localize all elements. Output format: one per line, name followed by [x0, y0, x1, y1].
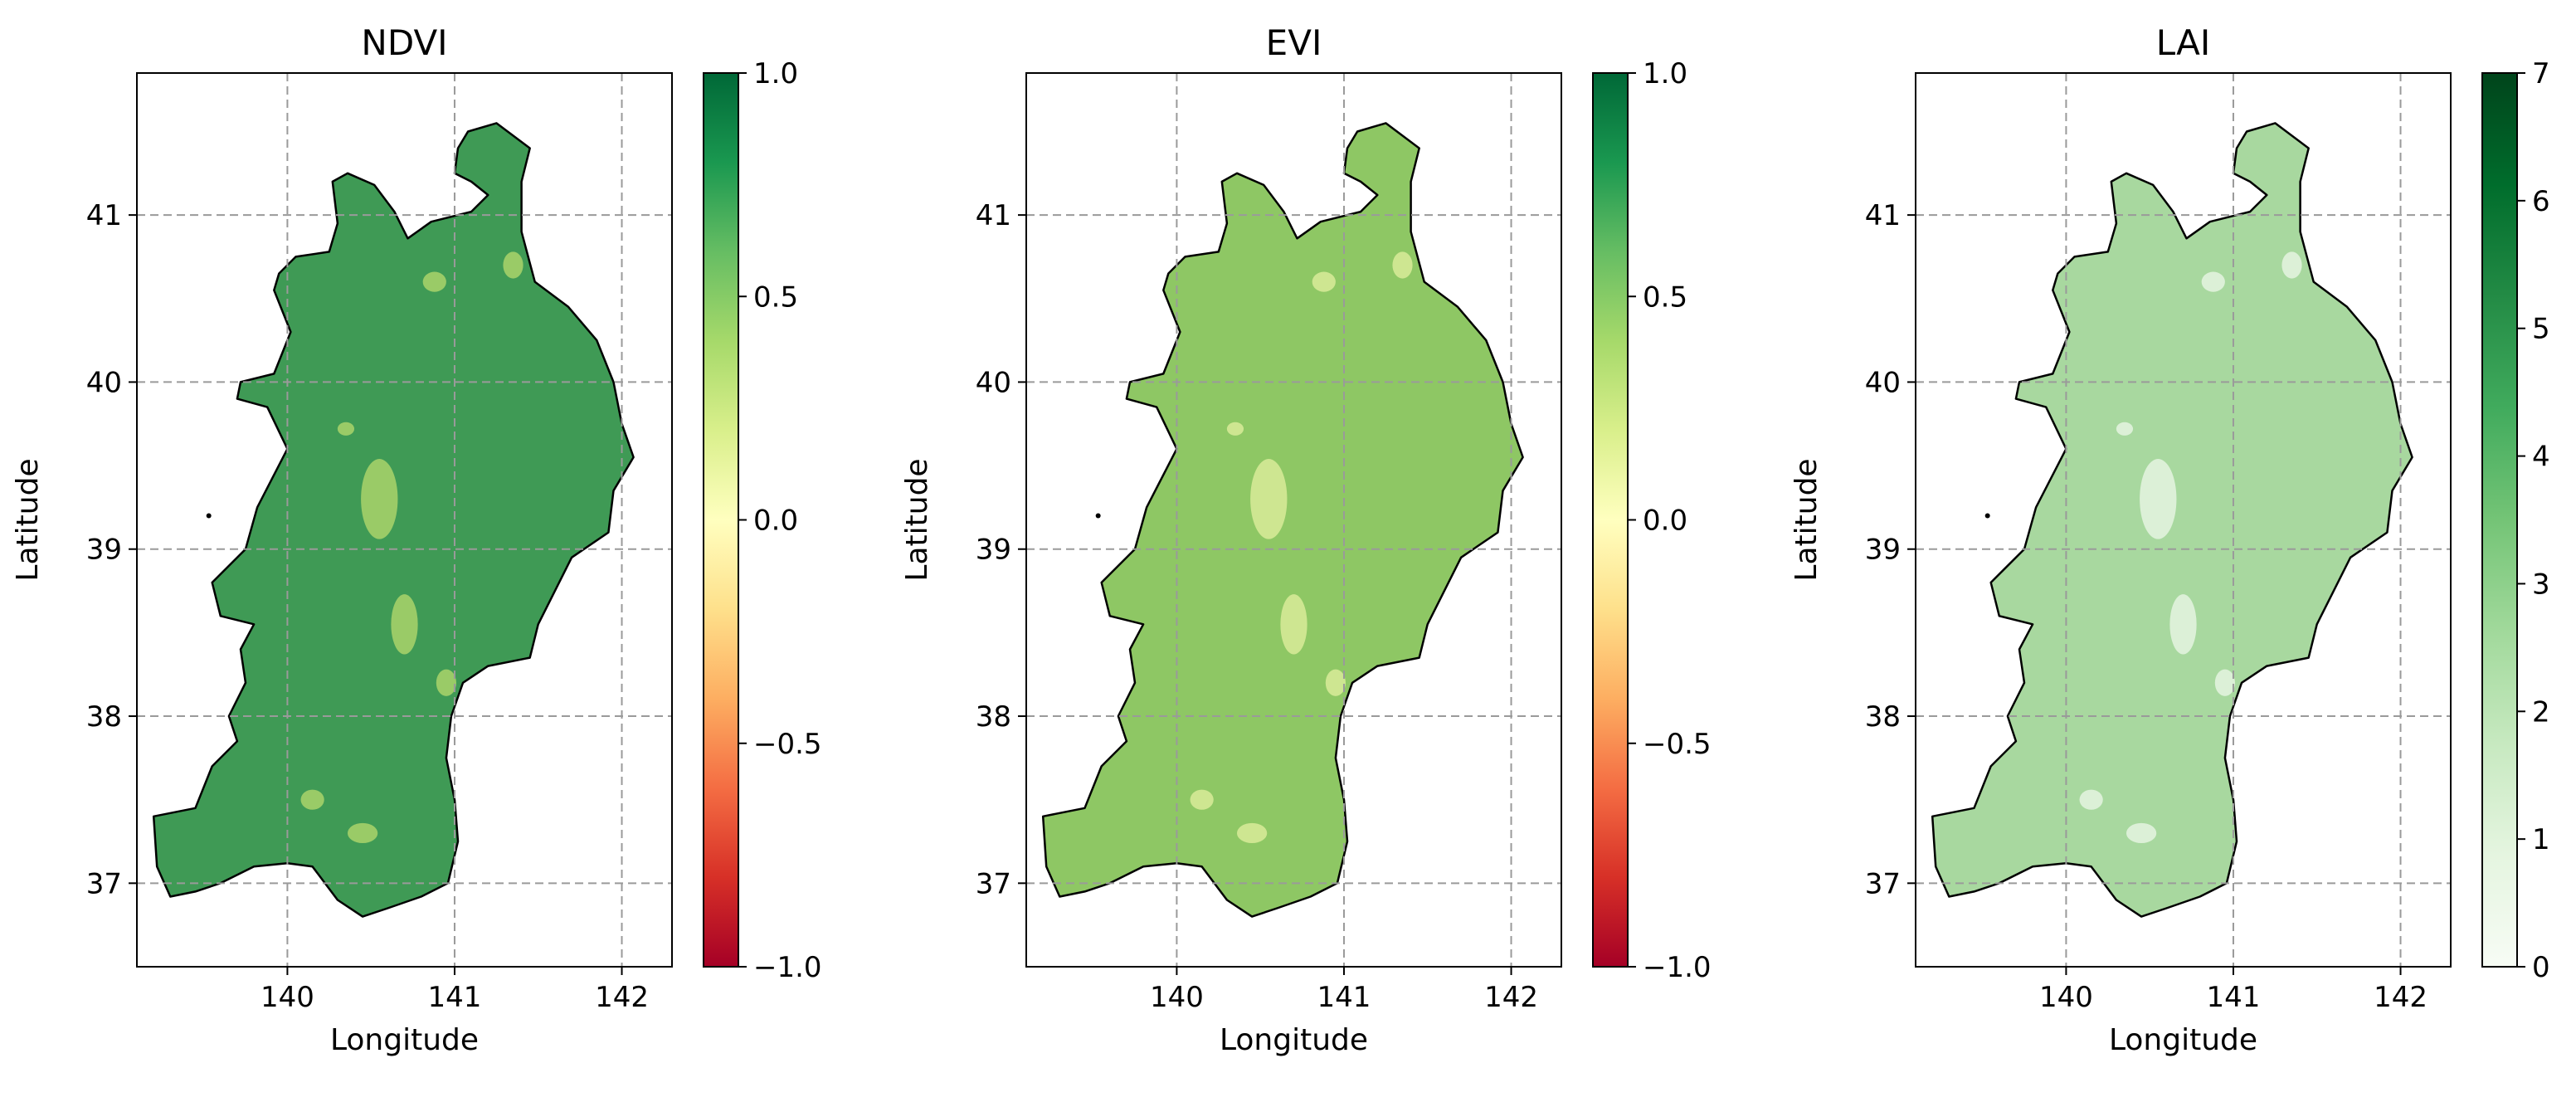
colorbar-tick-label: −1.0	[753, 951, 822, 984]
colorbar-tick-label: 0.0	[753, 505, 798, 538]
x-tick-label: 142	[2374, 981, 2427, 1014]
y-tick-label: 40	[86, 366, 122, 399]
x-axis-label: Longitude	[1220, 1023, 1368, 1057]
panel-title: EVI	[1266, 22, 1322, 63]
vegetation-patch	[347, 822, 378, 844]
colorbar-ramp	[1592, 72, 1629, 968]
vegetation-patch	[2281, 251, 2302, 279]
x-tick-label: 140	[1150, 981, 1204, 1014]
y-tick-label: 39	[86, 534, 122, 567]
y-tick-label: 39	[1865, 534, 1901, 567]
y-tick-label: 37	[86, 867, 122, 900]
vegetation-patch	[436, 669, 456, 696]
colorbar-tick-label: 3	[2532, 568, 2550, 601]
vegetation-patch	[422, 271, 446, 292]
colorbar-tick-label: 1	[2532, 823, 2550, 856]
colorbar: −1.0 −0.5 0.0 0.5 1.0	[1592, 57, 1712, 984]
y-axis-label: Latitude	[1790, 458, 1824, 581]
colorbar-tick-label: 2	[2532, 695, 2550, 729]
panel-title: NDVI	[361, 22, 447, 63]
colorbar-tick-label: 6	[2532, 185, 2550, 218]
colorbar: 0 1 2 3 4 5 6 7	[2481, 57, 2550, 984]
x-tick-label: 140	[2039, 981, 2093, 1014]
y-axis-label: Latitude	[900, 458, 934, 581]
colorbar: −1.0 −0.5 0.0 0.5 1.0	[703, 57, 822, 984]
vegetation-patch	[361, 459, 398, 539]
y-tick-label: 38	[976, 700, 1011, 734]
colorbar-tick-label: −0.5	[1643, 728, 1712, 761]
y-tick-label: 37	[976, 867, 1011, 900]
vegetation-patch	[337, 422, 355, 436]
vegetation-patch	[1226, 422, 1244, 436]
vegetation-patch	[2214, 669, 2235, 696]
vegetation-patch	[2140, 459, 2177, 539]
y-tick-label: 41	[976, 199, 1011, 232]
map-panel-ndvi: 140 141 142 37 38 39 40 41 NDVI Longitude Latitude…	[11, 22, 822, 1057]
y-axis-label: Latitude	[11, 458, 45, 581]
colorbar-ramp	[2481, 72, 2518, 968]
x-axis-label: Longitude	[2109, 1023, 2257, 1057]
vegetation-patch	[1280, 594, 1307, 655]
y-tick-label: 40	[1865, 366, 1901, 399]
y-tick-label: 41	[1865, 199, 1901, 232]
colorbar-tick-label: 7	[2532, 57, 2550, 90]
y-tick-label: 38	[86, 700, 122, 734]
vegetation-patch	[2169, 594, 2197, 655]
island	[1984, 513, 1990, 519]
vegetation-patch	[391, 594, 418, 655]
vegetation-patch	[2116, 422, 2134, 436]
y-tick-label: 38	[1865, 700, 1901, 734]
colorbar-tick-label: 0.5	[753, 280, 798, 314]
x-axis-label: Longitude	[330, 1023, 479, 1057]
y-tick-label: 39	[976, 534, 1011, 567]
axes-frame	[1025, 72, 1562, 968]
colorbar-tick-label: 5	[2532, 313, 2550, 346]
colorbar-tick-label: 0.0	[1643, 505, 1687, 538]
vegetation-patch	[1250, 459, 1288, 539]
colorbar-tick-label: 1.0	[753, 57, 798, 90]
vegetation-patch	[1392, 251, 1413, 279]
vegetation-patch	[1325, 669, 1346, 696]
map-panel-evi: 140 141 142 37 38 39 40 41 EVI Longitude Latitude −…	[900, 22, 1712, 1057]
vegetation-patch	[1190, 789, 1214, 810]
island	[206, 513, 212, 519]
colorbar-tick-label: 0.5	[1643, 280, 1687, 314]
island	[1095, 513, 1101, 519]
map-panel-lai: 140 141 1423738394041LAILongitudeLatitude0…	[1790, 22, 2550, 1057]
y-tick-label: 37	[1865, 867, 1901, 900]
vegetation-patch	[2126, 822, 2157, 844]
x-tick-label: 141	[2207, 981, 2261, 1014]
colorbar-tick-label: 0	[2532, 951, 2550, 984]
land-layer	[1931, 122, 2413, 918]
x-tick-label: 142	[595, 981, 649, 1014]
colorbar-tick-label: 4	[2532, 441, 2550, 474]
colorbar-tick-label: −0.5	[753, 728, 822, 761]
colorbar-ramp	[703, 72, 739, 968]
x-tick-label: 140	[261, 981, 314, 1014]
axes-frame	[136, 72, 673, 968]
colorbar-tick-label: 1.0	[1643, 57, 1687, 90]
land-layer	[1041, 122, 1524, 918]
vegetation-patch	[2079, 789, 2103, 810]
vegetation-patch	[503, 251, 523, 279]
x-tick-label: 141	[428, 981, 482, 1014]
land-layer	[152, 122, 635, 918]
vegetation-patch	[2201, 271, 2225, 292]
y-tick-label: 40	[976, 366, 1011, 399]
vegetation-patch	[1312, 271, 1336, 292]
axes-frame	[1915, 72, 2452, 968]
y-tick-label: 41	[86, 199, 122, 232]
panel-title: LAI	[2156, 22, 2210, 63]
colorbar-tick-label: −1.0	[1643, 951, 1712, 984]
vegetation-patch	[1236, 822, 1268, 844]
vegetation-patch	[300, 789, 324, 810]
x-tick-label: 141	[1317, 981, 1371, 1014]
x-tick-label: 142	[1484, 981, 1538, 1014]
